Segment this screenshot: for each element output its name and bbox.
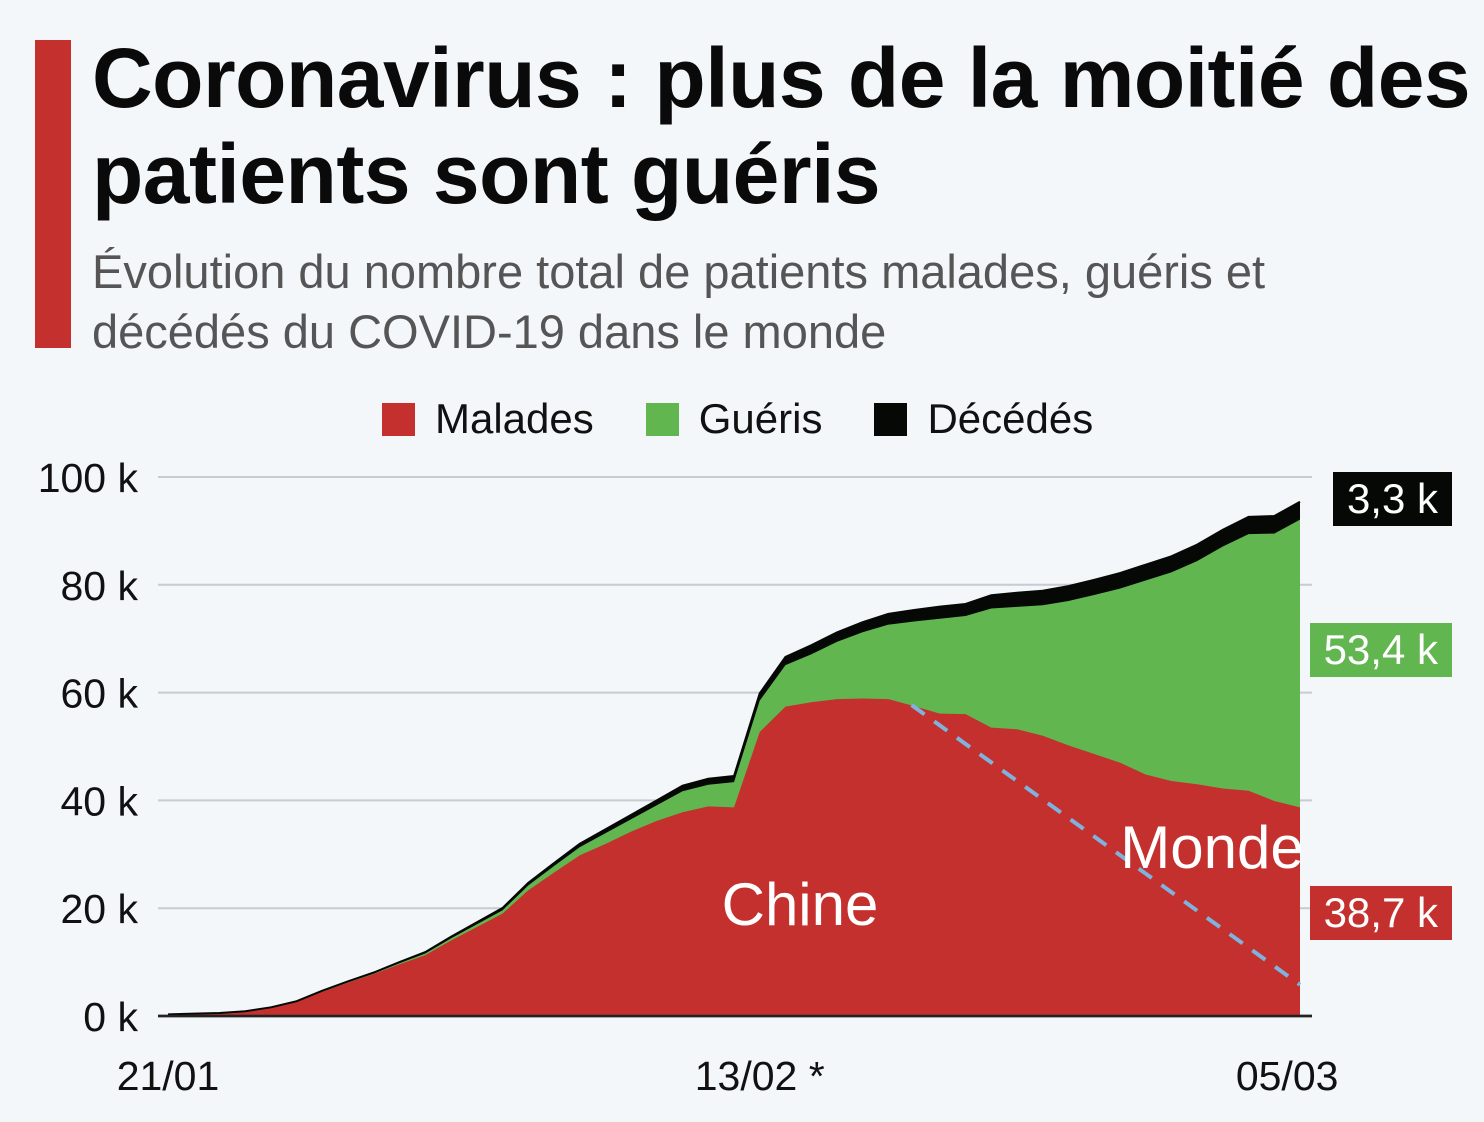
legend-label: Malades <box>435 395 594 442</box>
y-tick-label: 20 k <box>61 886 139 932</box>
y-tick-label: 80 k <box>61 563 139 609</box>
legend-swatch-gueris <box>645 402 679 436</box>
legend-item-gueris: Guéris <box>645 395 823 443</box>
end-label-decedes: 3,3 k <box>1332 472 1452 526</box>
annotation-monde: Monde <box>1120 814 1303 881</box>
legend-label: Décédés <box>927 395 1094 442</box>
x-tick-label: 05/03 <box>1236 1053 1339 1099</box>
x-tick-label: 21/01 <box>117 1053 220 1099</box>
x-tick-label: 13/02 * <box>695 1053 825 1099</box>
chart-title: Coronavirus : plus de la moitié des pati… <box>92 31 1471 221</box>
annotation-chine: Chine <box>722 871 879 938</box>
y-tick-label: 40 k <box>61 778 139 824</box>
end-label-malades: 38,7 k <box>1309 886 1452 940</box>
end-label-gueris: 53,4 k <box>1309 623 1452 677</box>
title-accent-bar <box>35 40 71 348</box>
legend-item-malades: Malades <box>382 395 594 443</box>
y-tick-label: 60 k <box>61 671 139 717</box>
chart-subtitle: Évolution du nombre total de patients ma… <box>92 245 1266 358</box>
china-world-divider-line <box>910 703 1302 987</box>
legend-swatch-decedes <box>874 402 908 436</box>
legend: Malades Guéris Décédés <box>382 395 1145 443</box>
legend-swatch-malades <box>382 402 415 436</box>
y-tick-label: 0 k <box>83 994 138 1040</box>
area-malades <box>168 698 1300 1016</box>
y-tick-label: 100 k <box>38 455 139 501</box>
legend-label: Guéris <box>698 395 823 442</box>
legend-item-decedes: Décédés <box>874 395 1093 443</box>
total-line <box>167 500 1301 1016</box>
